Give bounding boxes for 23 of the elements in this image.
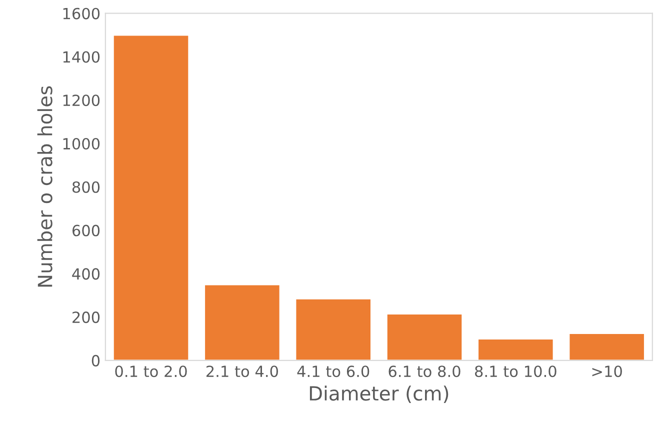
x-tick-label: >10 <box>592 366 622 378</box>
x-tick-label: 0.1 to 2.0 <box>115 366 187 378</box>
y-axis-title: Number o crab holes <box>37 86 52 287</box>
x-tick-label: 2.1 to 4.0 <box>206 366 278 378</box>
bar <box>204 284 281 360</box>
bar <box>386 313 464 360</box>
y-tick-label: 600 <box>72 224 100 236</box>
y-tick-label: 400 <box>72 268 100 280</box>
bar <box>568 332 646 360</box>
y-tick-label: 1000 <box>63 138 100 150</box>
y-tick-label: 1600 <box>63 8 100 20</box>
y-tick-label: 1400 <box>63 51 100 63</box>
x-tick-label: 6.1 to 8.0 <box>388 366 460 378</box>
x-tick-label: 8.1 to 10.0 <box>475 366 556 378</box>
y-tick-label: 800 <box>72 181 100 193</box>
y-tick-label: 1200 <box>63 94 100 106</box>
y-tick-label: 200 <box>72 312 100 324</box>
bar <box>294 298 372 360</box>
bar <box>112 34 190 360</box>
y-tick-label: 0 <box>92 354 100 366</box>
x-axis-title: Diameter (cm) <box>310 386 448 403</box>
bar <box>477 338 554 360</box>
x-tick-label: 4.1 to 6.0 <box>297 366 370 378</box>
